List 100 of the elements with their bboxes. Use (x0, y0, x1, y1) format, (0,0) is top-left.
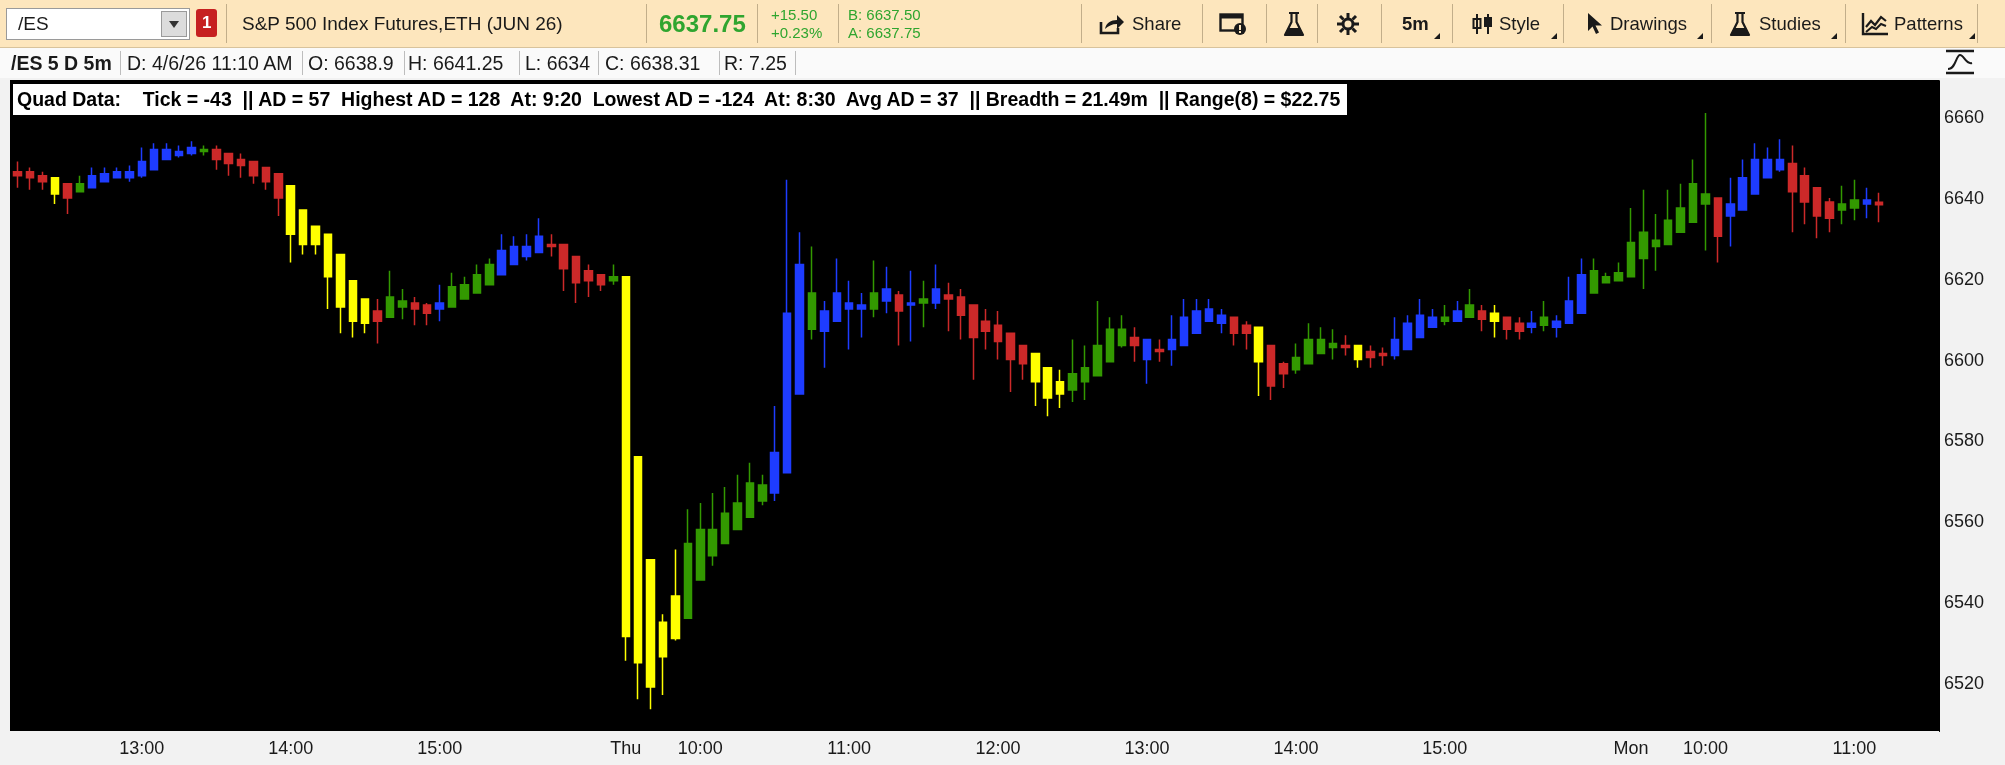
candlestick (956, 288, 966, 341)
candlestick (1042, 366, 1053, 417)
candlestick (87, 166, 97, 189)
candlestick (1427, 308, 1438, 329)
candlestick (968, 304, 979, 381)
candlestick (1353, 344, 1363, 369)
text: O: 6638.9 (308, 52, 394, 75)
candlestick (1799, 166, 1810, 225)
candlestick (918, 280, 929, 329)
y-tick-label: 6620 (1944, 268, 1985, 289)
candlestick (186, 140, 197, 157)
candlestick (161, 142, 172, 161)
candlestick (1464, 288, 1475, 318)
text: /ES (18, 13, 49, 35)
candlestick (1564, 276, 1574, 324)
candlestick (1365, 344, 1376, 369)
candlestick (1167, 314, 1177, 367)
candlestick (335, 253, 346, 335)
candlestick (1303, 322, 1314, 365)
candlestick (1601, 271, 1611, 284)
candlestick (459, 276, 470, 300)
chart-title: S&P 500 Index Futures,ETH (JUN 26) (242, 13, 563, 35)
candlestick (670, 548, 681, 642)
candlestick (1005, 332, 1016, 393)
y-tick-label: 6660 (1944, 107, 1985, 128)
candlestick (62, 183, 73, 215)
candlestick (50, 176, 60, 205)
candlestick (1191, 298, 1202, 335)
candlestick (571, 255, 581, 304)
candlestick (931, 263, 941, 310)
candlestick (832, 257, 842, 322)
candlestick (1874, 192, 1884, 223)
candlestick (943, 282, 954, 333)
x-tick-label: Thu (610, 737, 642, 758)
x-tick-label: 10:00 (677, 737, 723, 758)
candlestick (472, 263, 482, 294)
candlestick (1539, 300, 1549, 333)
text: +0.23% (771, 24, 823, 42)
candlestick (658, 613, 668, 696)
candlestick (509, 235, 519, 266)
candlestick (1080, 344, 1090, 401)
candlestick (633, 455, 643, 700)
candlestick (1328, 328, 1338, 361)
candlestick (1737, 158, 1748, 211)
candlestick (99, 166, 110, 183)
candlestick (410, 296, 420, 327)
candlestick (1316, 326, 1326, 355)
candlestick (1030, 352, 1041, 407)
text: A: 6637.75 (848, 24, 921, 42)
candlestick (856, 292, 867, 339)
x-tick-label: 15:00 (1422, 737, 1468, 758)
x-tick-label: 14:00 (268, 737, 314, 758)
candlestick (980, 308, 991, 351)
candlestick (223, 152, 234, 177)
candlestick (583, 263, 594, 298)
candlestick (1378, 346, 1388, 367)
x-tick-label: 11:00 (1832, 737, 1877, 758)
candlestick (1154, 338, 1165, 363)
candlestick (1589, 257, 1599, 294)
candlestick (1018, 344, 1028, 381)
text: +15.50 (771, 6, 818, 24)
candlestick (137, 146, 147, 179)
candlestick (273, 172, 284, 217)
candlestick (1440, 304, 1450, 327)
candlestick (1489, 304, 1500, 339)
candlestick (1576, 257, 1587, 314)
candlestick (869, 259, 879, 318)
annotation: Quad Data: Tick = -43 || AD = 57 Highest AD = 128 At: 9:20 Lowest AD = -124 At: 8:30 Avg AD = 37 || Breadth = 21.49m || Range(8) = $22.75 (17, 88, 1341, 111)
x-tick-label: 13:00 (1124, 737, 1170, 758)
candlestick (1526, 310, 1537, 335)
candlestick (621, 276, 631, 662)
candlestick (1626, 207, 1636, 278)
candlestick (1129, 326, 1140, 363)
candlestick (75, 174, 85, 193)
candlestick (447, 271, 457, 308)
text: 6637.75 (659, 10, 746, 38)
candlestick (807, 245, 817, 341)
candlestick (1762, 146, 1773, 179)
candlestick (769, 405, 780, 502)
candlestick (993, 310, 1003, 361)
candlestick (1862, 187, 1872, 219)
candlestick (211, 144, 222, 171)
candlestick (1117, 314, 1127, 349)
candlestick (261, 166, 271, 191)
candlestick (558, 243, 569, 292)
text: Drawings (1610, 13, 1688, 35)
candlestick (1204, 298, 1214, 322)
candlestick (707, 492, 718, 567)
candlestick (894, 290, 904, 347)
candlestick (1105, 316, 1115, 363)
candlestick (1415, 298, 1425, 339)
candlestick (1551, 314, 1562, 339)
candlestick (720, 486, 730, 545)
candlestick (844, 280, 854, 351)
candlestick (1787, 144, 1798, 234)
candlestick (248, 160, 259, 185)
candlestick (1390, 316, 1400, 361)
text: D: 4/6/26 11:10 AM (127, 52, 293, 75)
candlestick (695, 502, 706, 581)
y-tick-label: 6560 (1944, 511, 1985, 532)
